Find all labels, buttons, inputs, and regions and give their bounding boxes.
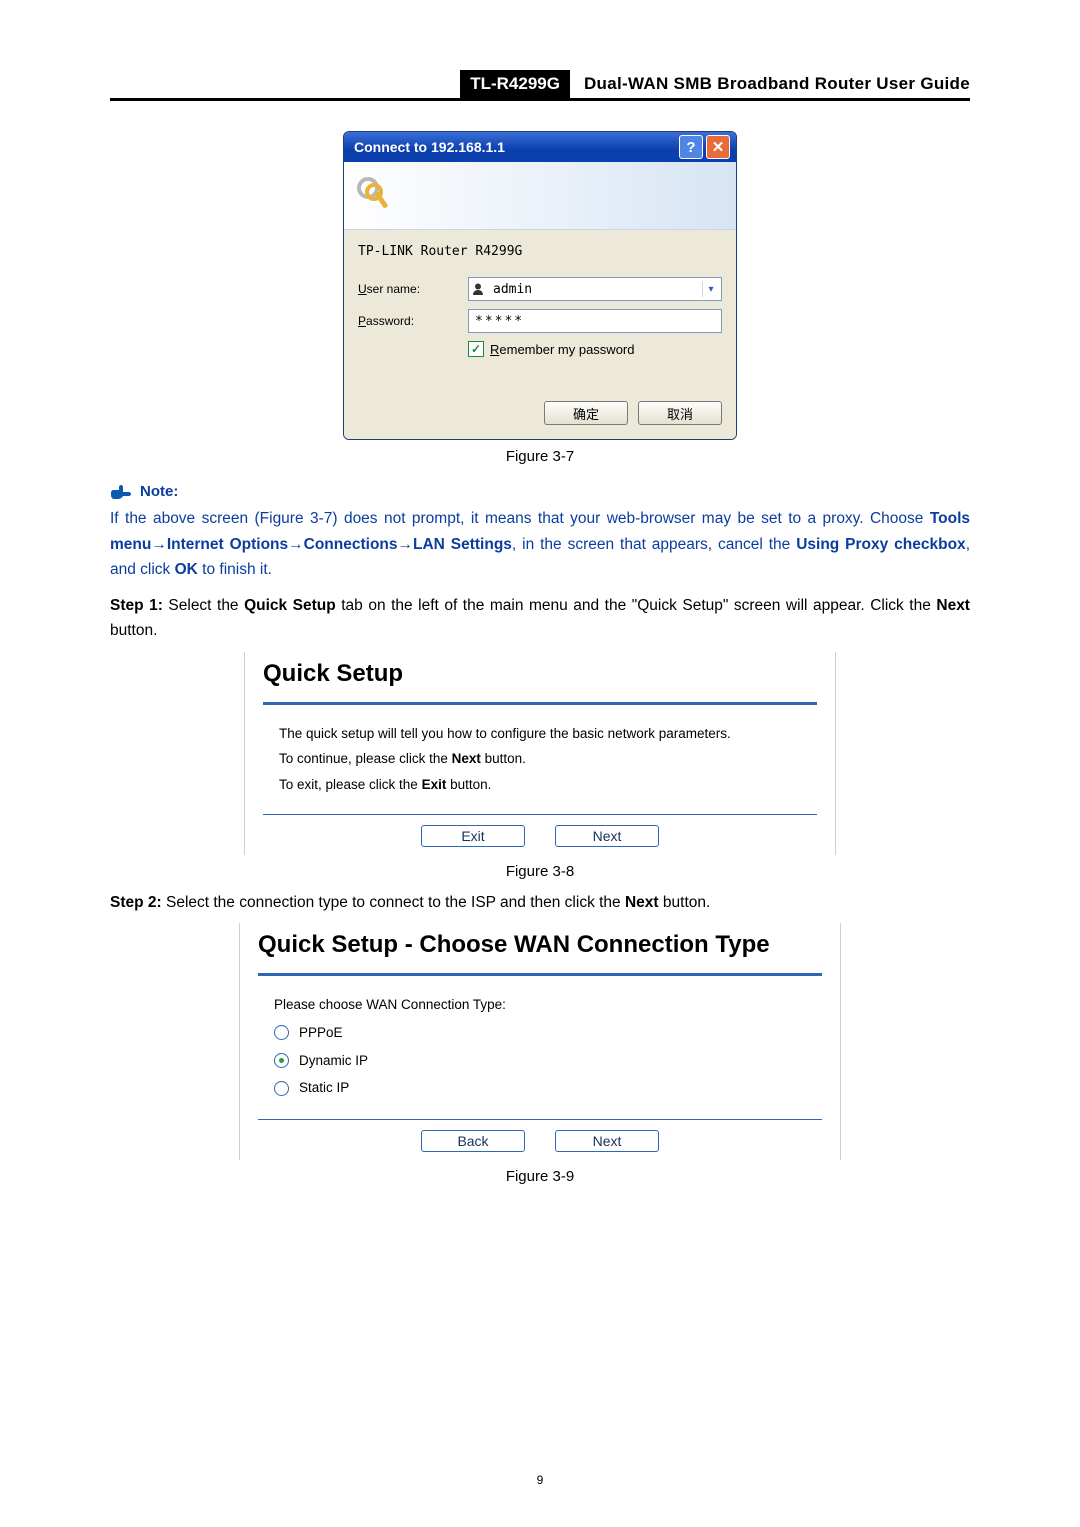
page-number: 9: [0, 1473, 1080, 1487]
wan-type-heading: Quick Setup - Choose WAN Connection Type: [240, 923, 840, 973]
close-icon[interactable]: ✕: [706, 135, 730, 159]
password-field[interactable]: [468, 309, 722, 333]
quick-setup-panel: Quick Setup The quick setup will tell yo…: [244, 652, 836, 855]
remember-row[interactable]: ✓ Remember my password: [468, 341, 722, 357]
dialog-body: TP-LINK Router R4299G User name: ▾ Passw…: [344, 230, 736, 439]
figure-3-9-caption: Figure 3-9: [110, 1168, 970, 1185]
model-box: TL-R4299G: [460, 70, 570, 98]
page: TL-R4299G Dual-WAN SMB Broadband Router …: [0, 0, 1080, 1527]
back-button[interactable]: Back: [421, 1130, 525, 1152]
quick-setup-heading: Quick Setup: [245, 652, 835, 702]
figure-3-8-caption: Figure 3-8: [110, 863, 970, 880]
help-icon[interactable]: ?: [679, 135, 703, 159]
username-combo[interactable]: ▾: [468, 277, 722, 301]
step-1: Step 1: Select the Quick Setup tab on th…: [110, 593, 970, 644]
username-label: User name:: [358, 282, 468, 296]
note-label: Note:: [140, 483, 178, 500]
cancel-button[interactable]: 取消: [638, 401, 722, 425]
step-2: Step 2: Select the connection type to co…: [110, 890, 970, 916]
radio-icon[interactable]: [274, 1081, 289, 1096]
ok-button[interactable]: 确定: [544, 401, 628, 425]
note-heading: Note:: [110, 483, 970, 500]
wan-type-options: Please choose WAN Connection Type: PPPoE…: [240, 976, 840, 1119]
wan-type-panel: Quick Setup - Choose WAN Connection Type…: [239, 923, 841, 1160]
quick-setup-text: The quick setup will tell you how to con…: [245, 705, 835, 814]
password-input[interactable]: [471, 313, 719, 330]
keys-icon: [354, 174, 398, 218]
remember-label: Remember my password: [490, 342, 635, 357]
dialog-title: Connect to 192.168.1.1: [354, 139, 676, 155]
next-button[interactable]: Next: [555, 825, 659, 847]
exit-button[interactable]: Exit: [421, 825, 525, 847]
doc-header: TL-R4299G Dual-WAN SMB Broadband Router …: [110, 70, 970, 101]
radio-static-ip[interactable]: Static IP: [274, 1075, 806, 1101]
radio-pppoe[interactable]: PPPoE: [274, 1020, 806, 1046]
wan-prompt: Please choose WAN Connection Type:: [274, 992, 806, 1018]
radio-icon[interactable]: [274, 1025, 289, 1040]
server-name: TP-LINK Router R4299G: [358, 244, 722, 259]
chevron-down-icon[interactable]: ▾: [702, 281, 719, 297]
note-paragraph: If the above screen (Figure 3-7) does no…: [110, 506, 970, 583]
dialog-banner: [344, 162, 736, 230]
doc-title: Dual-WAN SMB Broadband Router User Guide: [570, 70, 970, 98]
login-dialog: Connect to 192.168.1.1 ? ✕ TP-LINK Route…: [343, 131, 737, 440]
next-button[interactable]: Next: [555, 1130, 659, 1152]
username-input[interactable]: [489, 281, 702, 298]
remember-checkbox[interactable]: ✓: [468, 341, 484, 357]
password-label: Password:: [358, 314, 468, 328]
radio-dynamic-ip[interactable]: Dynamic IP: [274, 1048, 806, 1074]
user-icon: [471, 282, 485, 296]
radio-icon[interactable]: [274, 1053, 289, 1068]
dialog-titlebar: Connect to 192.168.1.1 ? ✕: [344, 132, 736, 162]
pointing-hand-icon: [110, 484, 132, 500]
figure-3-7-caption: Figure 3-7: [110, 448, 970, 465]
